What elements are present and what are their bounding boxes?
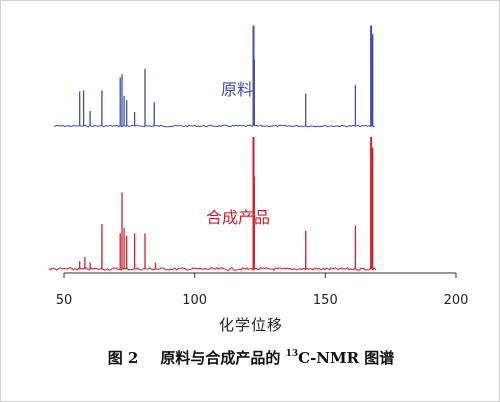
baseline-trace <box>48 266 377 271</box>
x-axis-ticks: 50 100 150 200 <box>56 273 469 308</box>
figure-caption: 图 2 原料与合成产品的 13C-NMR 图谱 <box>1 347 500 368</box>
figure-number: 图 2 <box>107 349 139 367</box>
caption-text-after: C-NMR 图谱 <box>298 349 395 367</box>
baseline-trace <box>53 124 376 128</box>
x-tick-label: 100 <box>182 293 207 308</box>
caption-text-before: 原料与合成产品的 <box>160 349 286 367</box>
series-2 <box>48 137 377 271</box>
x-axis-title: 化学位移 <box>218 316 283 334</box>
series-1 <box>53 25 376 128</box>
x-tick-label: 200 <box>444 293 469 308</box>
x-tick-label: 50 <box>56 293 73 308</box>
x-tick-label: 150 <box>313 293 338 308</box>
series-label: 原料 <box>221 80 253 99</box>
series-label: 合成产品 <box>206 208 270 227</box>
spectra-layer <box>48 25 377 271</box>
caption-superscript: 13 <box>285 349 299 359</box>
